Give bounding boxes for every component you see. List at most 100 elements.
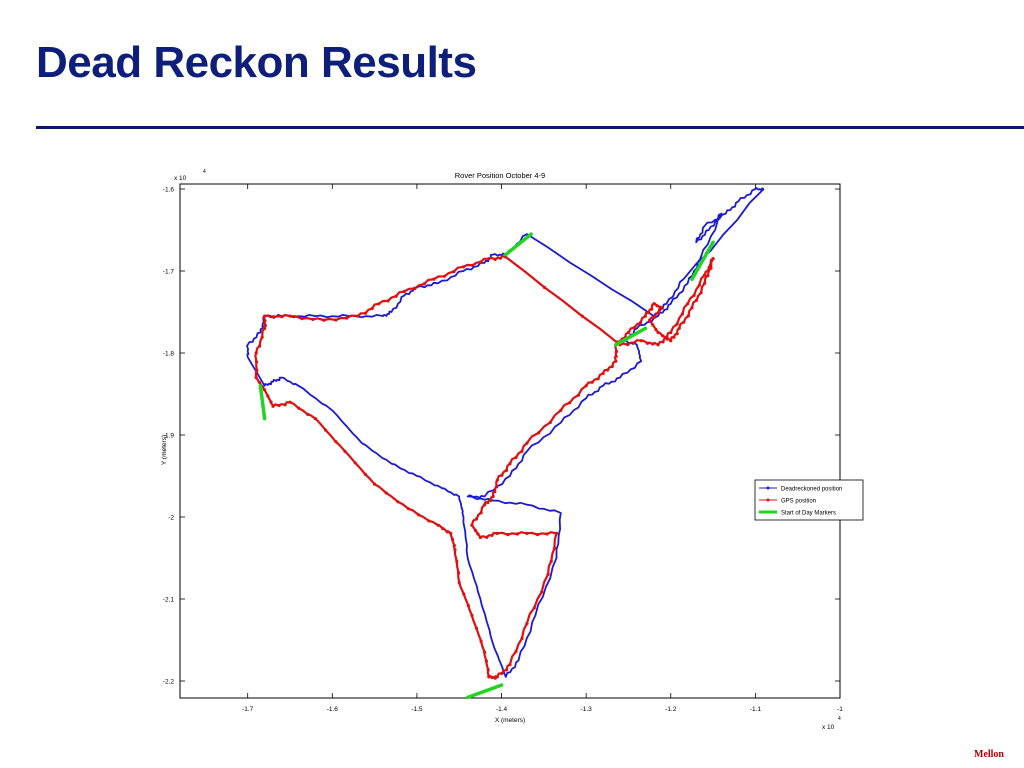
chart-svg: Rover Position October 4-9 Y (meters) X … bbox=[161, 169, 864, 731]
gps-position-point bbox=[394, 294, 398, 298]
gps-position-point bbox=[484, 659, 488, 663]
gps-position-point bbox=[406, 507, 411, 511]
gps-position-point bbox=[508, 462, 512, 466]
gps-position-point bbox=[449, 531, 453, 535]
gps-position-point bbox=[514, 649, 518, 654]
gps-position-point bbox=[277, 403, 281, 408]
gps-position-point bbox=[456, 571, 461, 575]
x-multiplier-label: x 10 bbox=[822, 724, 835, 731]
gps-position-point bbox=[614, 354, 618, 358]
gps-position-point bbox=[478, 535, 482, 540]
gps-position-point bbox=[476, 532, 480, 536]
gps-position-point bbox=[474, 517, 479, 521]
gps-position-point bbox=[324, 428, 328, 432]
gps-position-point bbox=[263, 388, 267, 392]
gps-position-point bbox=[493, 490, 497, 494]
gps-position-point bbox=[514, 455, 518, 460]
gps-position-point bbox=[470, 613, 474, 617]
gps-position-point bbox=[699, 291, 703, 295]
gps-position-point bbox=[495, 478, 499, 482]
legend-label-deadreckoned-position: Deadreckoned position bbox=[781, 486, 842, 492]
gps-position-point bbox=[567, 401, 572, 405]
gps-position-point bbox=[658, 306, 662, 310]
gps-position-point bbox=[452, 543, 456, 548]
gps-position-point bbox=[614, 359, 618, 363]
gps-position-point bbox=[269, 400, 273, 404]
axis-ticks: -1.7 -1.6 -1.5 -1.4 -1.3 -1.2 -1.1 -1 -1.6 -1.7 -1… bbox=[163, 184, 843, 713]
gps-position-point bbox=[462, 592, 466, 596]
gps-position-point bbox=[520, 636, 524, 641]
gps-position-point bbox=[559, 408, 563, 412]
legend-label-start-of-day-markers: Start of Day Markers bbox=[781, 510, 836, 516]
gps-position-point bbox=[461, 265, 466, 269]
gps-position-point bbox=[610, 364, 614, 369]
gps-position-point bbox=[626, 343, 630, 347]
gps-position-point bbox=[353, 461, 357, 465]
y-multiplier-label: x 10 bbox=[174, 175, 187, 182]
gps-position-point bbox=[504, 468, 509, 472]
gps-position-point bbox=[386, 299, 390, 303]
gps-position-point bbox=[652, 315, 657, 319]
gps-position-point bbox=[373, 482, 377, 486]
y-tick-label: -2 bbox=[168, 515, 174, 522]
gps-position-point bbox=[686, 314, 691, 318]
gps-position-point bbox=[493, 676, 497, 680]
gps-position-point bbox=[457, 581, 461, 585]
gps-position-point bbox=[263, 319, 267, 323]
gps-position-point bbox=[486, 500, 490, 505]
gps-position-point bbox=[311, 317, 315, 322]
gps-position-point bbox=[343, 449, 347, 453]
gps-position-point bbox=[417, 513, 421, 517]
gps-position-point bbox=[549, 559, 553, 563]
gps-position-point bbox=[709, 263, 713, 267]
gps-position-point bbox=[525, 531, 529, 535]
gps-position-point bbox=[651, 342, 655, 346]
gps-position-point bbox=[515, 532, 520, 536]
gps-position-point bbox=[306, 412, 310, 416]
gps-position-point bbox=[650, 307, 654, 311]
gps-position-point bbox=[542, 285, 547, 290]
gps-position-point bbox=[474, 626, 479, 630]
gps-position-point bbox=[436, 523, 440, 527]
legend-label-gps-position: GPS position bbox=[781, 498, 816, 504]
gps-position-point bbox=[540, 590, 544, 594]
gps-position-point bbox=[525, 441, 529, 445]
y-tick-label: -1.6 bbox=[163, 187, 175, 194]
gps-position-point bbox=[455, 559, 459, 563]
gps-position-point bbox=[363, 311, 368, 315]
x-multiplier-exponent: 4 bbox=[838, 716, 841, 722]
gps-position-point bbox=[632, 341, 637, 345]
gps-position-point bbox=[606, 368, 610, 372]
gps-position-point bbox=[692, 293, 696, 298]
gps-position-point bbox=[706, 274, 710, 278]
gps-position-point bbox=[485, 535, 489, 539]
gps-position-point bbox=[334, 440, 338, 444]
y-tick-label: -2.1 bbox=[163, 597, 175, 604]
gps-position-point bbox=[384, 491, 388, 495]
footer-label: Mellon bbox=[974, 749, 1004, 760]
start-of-day-markers-segment bbox=[465, 683, 504, 700]
gps-position-point bbox=[697, 283, 701, 287]
x-tick-label: -1.1 bbox=[750, 706, 762, 713]
gps-position-point bbox=[520, 449, 524, 453]
title-divider bbox=[36, 126, 1024, 129]
gps-position-point bbox=[706, 269, 710, 273]
gps-position-point bbox=[584, 384, 588, 388]
gps-position-point bbox=[711, 257, 715, 261]
gps-position-point bbox=[554, 531, 559, 535]
gps-position-point bbox=[576, 393, 581, 397]
start-of-day-markers-segment bbox=[614, 326, 648, 347]
gps-position-point bbox=[466, 604, 471, 608]
gps-position-point bbox=[254, 351, 258, 355]
gps-position-point bbox=[626, 330, 631, 335]
gps-position-point bbox=[638, 321, 643, 325]
gps-position-point bbox=[266, 394, 270, 398]
gps-position-point bbox=[487, 257, 491, 261]
gps-position-point bbox=[682, 320, 686, 324]
gps-position-point bbox=[648, 318, 652, 322]
data-series bbox=[246, 186, 765, 700]
gps-position-point bbox=[656, 343, 660, 347]
gps-position-point bbox=[500, 671, 504, 675]
gps-position-point bbox=[260, 335, 264, 339]
gps-position-point bbox=[479, 260, 483, 264]
